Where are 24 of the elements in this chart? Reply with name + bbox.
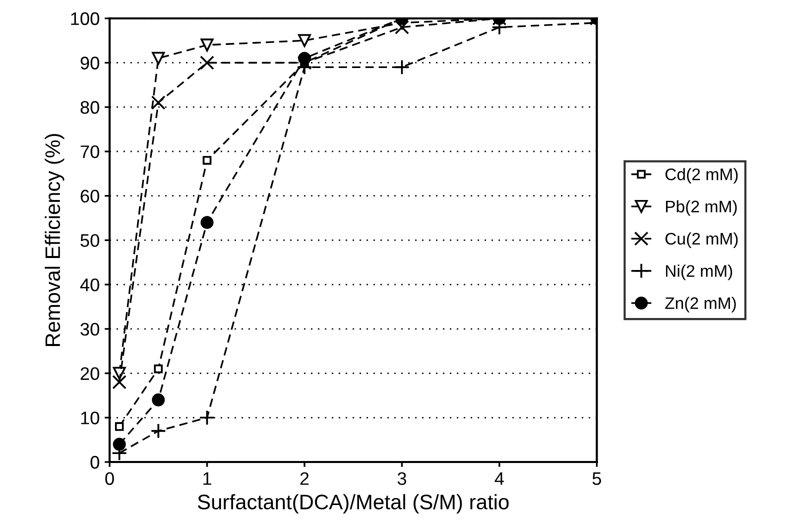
y-tick-label: 20 (80, 367, 100, 380)
y-tick-label: 70 (80, 145, 100, 158)
y-axis-title: Removal Efficiency (%) (44, 134, 64, 346)
x-tick-label: 2 (300, 472, 309, 485)
y-tick-label: 90 (80, 56, 100, 70)
y-tick-label: 0 (90, 456, 100, 469)
x-tick-label: 3 (398, 472, 406, 485)
y-tick-label: 100 (71, 12, 100, 26)
x-tick-label: 0 (105, 472, 114, 485)
legend-label: Pb(2 mM) (666, 200, 737, 216)
y-tick-label: 80 (80, 101, 100, 114)
y-tick-label: 40 (80, 278, 100, 292)
x-tick-label: 1 (203, 472, 212, 485)
x-tick-label: 5 (592, 472, 602, 485)
legend-label: Zn(2 mM) (665, 296, 736, 312)
y-tick-label: 60 (80, 190, 100, 203)
y-tick-label: 50 (80, 234, 100, 247)
x-axis-title: Surfactant(DCA)/Metal (S/M) ratio (198, 494, 509, 514)
x-tick-label: 4 (494, 472, 504, 485)
legend-label: Cd(2 mM) (665, 168, 738, 184)
legend-label: Ni(2 mM) (666, 264, 732, 280)
y-tick-label: 10 (81, 412, 100, 424)
legend-label: Cu(2 mM) (665, 232, 738, 248)
y-tick-label: 30 (80, 322, 100, 336)
